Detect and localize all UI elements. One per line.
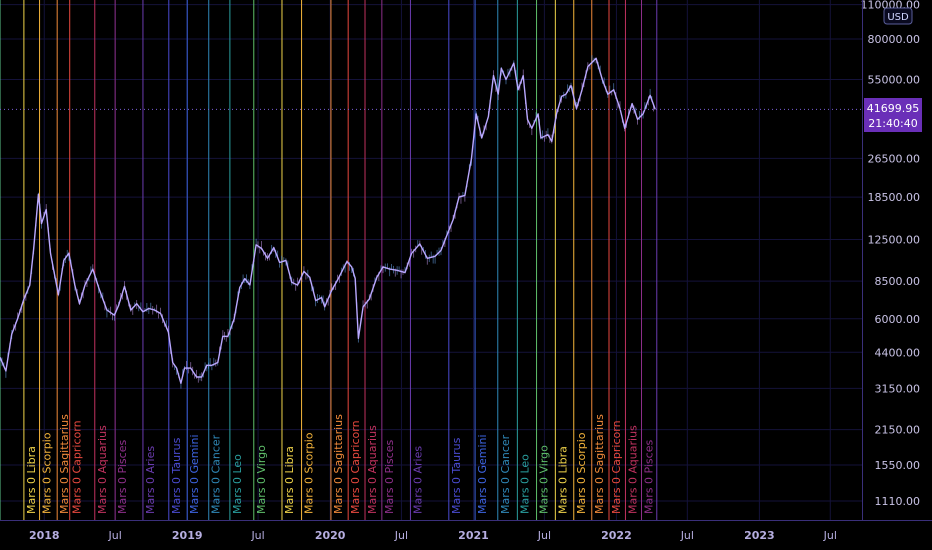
y-tick-label: 1550.00: [875, 459, 921, 472]
marker-label: Mars 0 Aries: [144, 446, 157, 514]
marker-label: Mars 0 Cancer: [210, 434, 223, 514]
currency-badge[interactable]: USD: [883, 7, 913, 25]
x-tick-label: Jul: [394, 529, 408, 542]
marker-label: Mars 0 Capricorn: [349, 420, 362, 514]
marker-label: Mars 0 Capricorn: [71, 420, 84, 514]
countdown-timer: 21:40:40: [868, 117, 917, 130]
y-tick-label: 26500.00: [868, 152, 921, 165]
y-tick-label: 18500.00: [868, 191, 921, 204]
x-tick-label: Jul: [537, 529, 551, 542]
marker-label: Mars 0 Gemini: [188, 434, 201, 514]
y-tick-label: 1110.00: [875, 495, 921, 508]
marker-label: Mars 0 Aries: [411, 446, 424, 514]
last-price-value: 41699.95: [867, 102, 920, 115]
marker-label: Mars 0 Leo: [518, 454, 531, 514]
marker-label: Mars 0 Taurus: [450, 437, 463, 514]
x-tick-label: Jul: [108, 529, 122, 542]
marker-label: Mars 0 Sagittarius: [332, 414, 345, 514]
y-tick-label: 3150.00: [875, 382, 921, 395]
x-tick-label: 2018: [29, 529, 60, 542]
marker-label: Mars 0 Pisces: [383, 440, 396, 514]
marker-label: Mars 0 Aquarius: [96, 425, 109, 514]
y-tick-label: 8500.00: [875, 275, 921, 288]
marker-label: Mars 0 Pisces: [116, 440, 129, 514]
marker-label: Mars 0 Libra: [25, 446, 38, 514]
y-tick-label: 110000.00: [861, 0, 921, 12]
y-tick-label: 4400.00: [875, 346, 921, 359]
price-series: [0, 55, 656, 389]
x-tick-label: 2019: [172, 529, 203, 542]
last-price-tag: 41699.95 21:40:40: [864, 98, 922, 132]
marker-label: Mars 0 Pisces: [643, 440, 656, 514]
marker-label: Mars 0 Leo: [231, 454, 244, 514]
marker-label: Mars 0 Aquarius: [366, 425, 379, 514]
x-tick-label: 2021: [458, 529, 489, 542]
marker-label: Mars 0 Scorpio: [575, 432, 588, 514]
marker-label: Mars 0 Sagittarius: [58, 414, 71, 514]
y-tick-label: 55000.00: [868, 73, 921, 86]
x-tick-label: Jul: [680, 529, 694, 542]
marker-label: Mars 0 Aquarius: [626, 425, 639, 514]
marker-label: Mars 0 Scorpio: [303, 432, 316, 514]
x-tick-label: Jul: [823, 529, 837, 542]
marker-label: Mars 0 Virgo: [255, 445, 268, 514]
y-tick-label: 12500.00: [868, 233, 921, 246]
y-tick-label: 80000.00: [868, 33, 921, 46]
y-tick-label: 6000.00: [875, 313, 921, 326]
marker-label: Mars 0 Cancer: [499, 434, 512, 514]
x-tick-label: 2023: [744, 529, 775, 542]
marker-label: Mars 0 Gemini: [476, 434, 489, 514]
x-tick-label: 2020: [315, 529, 346, 542]
marker-label: Mars 0 Libra: [556, 446, 569, 514]
marker-label: Mars 0 Libra: [283, 446, 296, 514]
x-tick-label: Jul: [250, 529, 264, 542]
x-tick-label: 2022: [601, 529, 632, 542]
marker-label: Mars 0 Virgo: [538, 445, 551, 514]
marker-label: Mars 0 Taurus: [170, 437, 183, 514]
astro-markers: Mars 0 Libra Mars 0 Scorpio Mars 0 Sagitta…: [0, 0, 658, 520]
marker-label: Mars 0 Sagittarius: [593, 414, 606, 514]
marker-label: Mars 0 Capricorn: [610, 420, 623, 514]
y-tick-label: 2150.00: [875, 424, 921, 437]
price-line: [0, 57, 656, 384]
currency-label: USD: [887, 12, 909, 23]
marker-label: Mars 0 Scorpio: [41, 432, 54, 514]
grid: [0, 0, 862, 520]
